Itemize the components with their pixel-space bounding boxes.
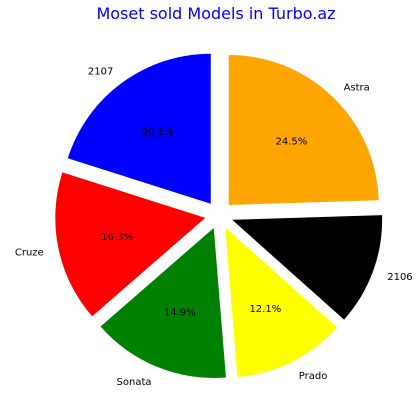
slice-label-cruze: Cruze <box>15 247 44 258</box>
chart-title: Moset sold Models in Turbo.az <box>96 4 335 23</box>
pct-label-astra: 24.5% <box>275 136 307 147</box>
slice-label-astra: Astra <box>344 82 370 93</box>
pie-slice-prado <box>225 227 338 378</box>
pie-slice-2107 <box>67 53 211 204</box>
slice-label-2106: 2106 <box>387 272 412 283</box>
slice-label-prado: Prado <box>299 371 328 382</box>
slice-label-sonata: Sonata <box>117 377 152 388</box>
pie-slices: Astra 24.5% 2106 Prado 12.1% Sonata 14.9% Cruze… <box>15 53 413 388</box>
pie-slice-sonata <box>100 227 226 378</box>
pct-label-prado: 12.1% <box>249 304 281 315</box>
pct-label-sonata: 14.9% <box>164 307 196 318</box>
pie-slice-2106 <box>232 215 383 320</box>
pct-label-2107: 20.1% <box>142 127 174 138</box>
pct-label-cruze: 16.3% <box>101 232 133 243</box>
slice-label-2107: 2107 <box>88 67 113 78</box>
pie-slice-astra <box>228 54 379 205</box>
pie-slice-cruze <box>55 172 206 317</box>
